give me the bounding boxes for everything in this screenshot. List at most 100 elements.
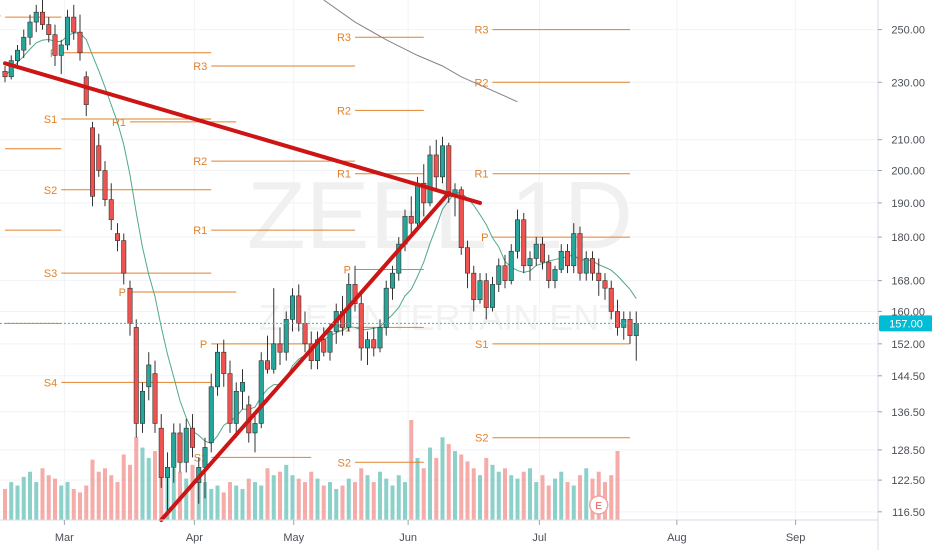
candle-body bbox=[383, 287, 389, 328]
candle-body bbox=[133, 327, 139, 424]
volume-bar bbox=[440, 437, 445, 520]
time-axis[interactable]: Mar Apr May Jun Jul Aug Sep bbox=[0, 519, 878, 544]
volume-bar bbox=[578, 475, 582, 520]
volume-bar bbox=[353, 482, 357, 520]
volume-bar bbox=[434, 457, 439, 520]
volume-bar bbox=[534, 482, 539, 520]
volume-bar bbox=[228, 482, 232, 520]
pivot-label: P bbox=[0, 12, 1, 24]
volume-bar bbox=[484, 457, 489, 520]
candle-body bbox=[183, 427, 189, 463]
candle-body bbox=[271, 343, 277, 370]
volume-bar bbox=[134, 437, 139, 520]
candle-body bbox=[371, 339, 377, 349]
candle-body bbox=[77, 31, 83, 54]
volume-bar bbox=[328, 482, 332, 520]
pivot-label: R3 bbox=[193, 61, 207, 73]
candle-body bbox=[233, 390, 239, 424]
volume-bar bbox=[546, 485, 551, 520]
volume-bar bbox=[234, 485, 239, 520]
volume-bar bbox=[34, 482, 39, 520]
time-tick-label: Aug bbox=[667, 532, 687, 544]
volume-bar bbox=[309, 471, 314, 520]
pivot-label: R2 bbox=[337, 105, 351, 117]
volume-bar bbox=[115, 482, 120, 520]
volume-bar bbox=[71, 488, 76, 520]
volume-bar bbox=[565, 482, 570, 520]
watermark: ZEEL 1D ZEE ENTERTAIN ENT bbox=[247, 162, 633, 338]
candle-body bbox=[146, 364, 152, 388]
candle-body bbox=[108, 199, 114, 221]
candle-body bbox=[215, 351, 221, 388]
candle-body bbox=[46, 24, 52, 35]
volume-bar bbox=[103, 468, 107, 520]
volume-bar bbox=[584, 468, 589, 520]
price-tick-label: 116.50 bbox=[892, 507, 925, 519]
volume-bar bbox=[253, 482, 257, 520]
volume-bar bbox=[109, 475, 114, 520]
volume-bar bbox=[215, 485, 220, 520]
volume-bar bbox=[346, 478, 351, 520]
candle-body bbox=[121, 240, 127, 274]
candle-body bbox=[171, 432, 177, 468]
volume-bar bbox=[465, 461, 470, 520]
time-tick-label: Apr bbox=[186, 532, 203, 544]
volume-bar bbox=[28, 471, 32, 520]
candle-body bbox=[558, 250, 564, 270]
candle-body bbox=[208, 386, 214, 443]
price-tick-label: 168.00 bbox=[891, 276, 925, 288]
candle-body bbox=[408, 216, 414, 224]
price-tick-label: 190.00 bbox=[891, 198, 925, 210]
candle-body bbox=[614, 311, 620, 328]
candle-body bbox=[414, 182, 420, 224]
pivot-label: P bbox=[119, 287, 126, 299]
price-axis[interactable]: 250.00 230.00 210.00 200.00 190.00 180.00 168.… bbox=[877, 0, 925, 550]
candle-body bbox=[115, 233, 121, 241]
volume-bar bbox=[290, 475, 295, 520]
volume-bar bbox=[378, 471, 382, 520]
pivot-label: P bbox=[200, 339, 207, 351]
volume-bar bbox=[146, 457, 151, 520]
volume-bar bbox=[221, 492, 226, 520]
volume-bar bbox=[278, 471, 282, 520]
candle-body bbox=[489, 284, 495, 308]
volume-bar bbox=[296, 478, 301, 520]
candle-body bbox=[177, 432, 183, 463]
candle-body bbox=[514, 219, 520, 252]
price-tick-label: 210.00 bbox=[891, 135, 925, 147]
candle-body bbox=[102, 170, 108, 200]
volume-bar bbox=[496, 471, 501, 520]
candle-body bbox=[158, 427, 164, 478]
candle-body bbox=[258, 360, 264, 424]
volume-bar bbox=[121, 454, 126, 520]
volume-bar bbox=[509, 475, 514, 520]
candle-body bbox=[27, 21, 33, 38]
time-tick-label: Jun bbox=[399, 532, 417, 544]
volume-bar bbox=[271, 475, 276, 520]
candle-body bbox=[264, 360, 270, 370]
price-tick-label: 200.00 bbox=[891, 166, 925, 178]
candle-body bbox=[552, 269, 558, 281]
volume-bar bbox=[571, 485, 576, 520]
candle-body bbox=[539, 243, 545, 263]
pivot-label: S3 bbox=[44, 268, 57, 280]
volume-bar bbox=[390, 485, 395, 520]
price-tick-label: 144.50 bbox=[891, 371, 925, 383]
price-tick-label: 122.50 bbox=[891, 475, 925, 487]
time-tick-label: Mar bbox=[55, 532, 74, 544]
candle-body bbox=[358, 303, 364, 349]
candle-body bbox=[439, 145, 445, 178]
volume-bar bbox=[96, 471, 101, 520]
candle-body bbox=[458, 189, 464, 248]
candle-body bbox=[240, 382, 246, 392]
volume-bar bbox=[59, 485, 64, 520]
volume-bars bbox=[3, 420, 620, 520]
candle-body bbox=[577, 233, 583, 274]
price-tick-label: 152.00 bbox=[891, 339, 925, 351]
pivot-label: R1 bbox=[112, 117, 126, 129]
volume-bar bbox=[340, 485, 345, 520]
candle-body bbox=[15, 49, 21, 61]
candle-body bbox=[83, 76, 89, 105]
volume-bar bbox=[246, 478, 251, 520]
